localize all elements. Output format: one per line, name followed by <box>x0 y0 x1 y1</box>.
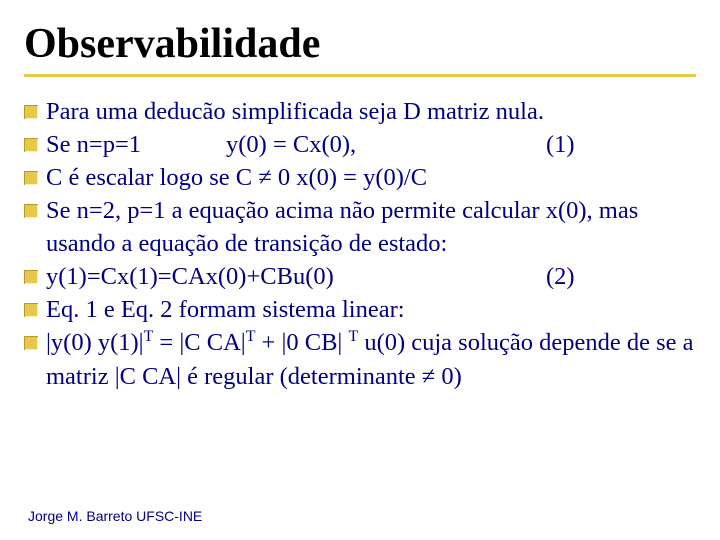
eq-mid: y(0) = Cx(0), <box>226 128 546 161</box>
bullet-icon <box>24 303 38 317</box>
superscript: T <box>246 328 256 345</box>
list-item: Se n=p=1 y(0) = Cx(0), (1) <box>24 128 696 161</box>
eq-lhs: Se n=p=1 <box>46 128 226 161</box>
eq-lhs: y(1)=Cx(1)=CAx(0)+CBu(0) <box>46 260 546 293</box>
list-item: |y(0) y(1)|T = |C CA|T + |0 CB| T u(0) c… <box>24 326 696 392</box>
bullet-icon <box>24 171 38 185</box>
title-underline <box>24 74 696 77</box>
bullet-text: Para uma deducão simplificada seja D mat… <box>46 95 696 128</box>
bullet-icon <box>24 138 38 152</box>
list-item: Se n=2, p=1 a equação acima não permite … <box>24 194 696 260</box>
list-item: Eq. 1 e Eq. 2 formam sistema linear: <box>24 293 696 326</box>
superscript: T <box>144 328 154 345</box>
bullet-text: Se n=p=1 y(0) = Cx(0), (1) <box>46 128 696 161</box>
eq-fragment: + |0 CB| <box>255 329 348 356</box>
bullet-text: |y(0) y(1)|T = |C CA|T + |0 CB| T u(0) c… <box>46 326 696 392</box>
bullet-text: C é escalar logo se C ≠ 0 x(0) = y(0)/C <box>46 161 696 194</box>
eq-number: (2) <box>546 260 636 293</box>
bullet-icon <box>24 105 38 119</box>
list-item: y(1)=Cx(1)=CAx(0)+CBu(0) (2) <box>24 260 696 293</box>
eq-fragment: |y(0) y(1)| <box>46 329 144 356</box>
bullet-list: Para uma deducão simplificada seja D mat… <box>24 95 696 393</box>
bullet-text: Eq. 1 e Eq. 2 formam sistema linear: <box>46 293 696 326</box>
bullet-text: y(1)=Cx(1)=CAx(0)+CBu(0) (2) <box>46 260 696 293</box>
page-title: Observabilidade <box>24 20 696 68</box>
superscript: T <box>348 328 358 345</box>
slide: Observabilidade Para uma deducão simplif… <box>0 0 720 540</box>
list-item: Para uma deducão simplificada seja D mat… <box>24 95 696 128</box>
eq-number: (1) <box>546 128 636 161</box>
bullet-icon <box>24 270 38 284</box>
footer-text: Jorge M. Barreto UFSC-INE <box>28 508 202 524</box>
bullet-text: Se n=2, p=1 a equação acima não permite … <box>46 194 696 260</box>
list-item: C é escalar logo se C ≠ 0 x(0) = y(0)/C <box>24 161 696 194</box>
bullet-icon <box>24 204 38 218</box>
bullet-icon <box>24 336 38 350</box>
eq-fragment: = |C CA| <box>153 329 245 356</box>
